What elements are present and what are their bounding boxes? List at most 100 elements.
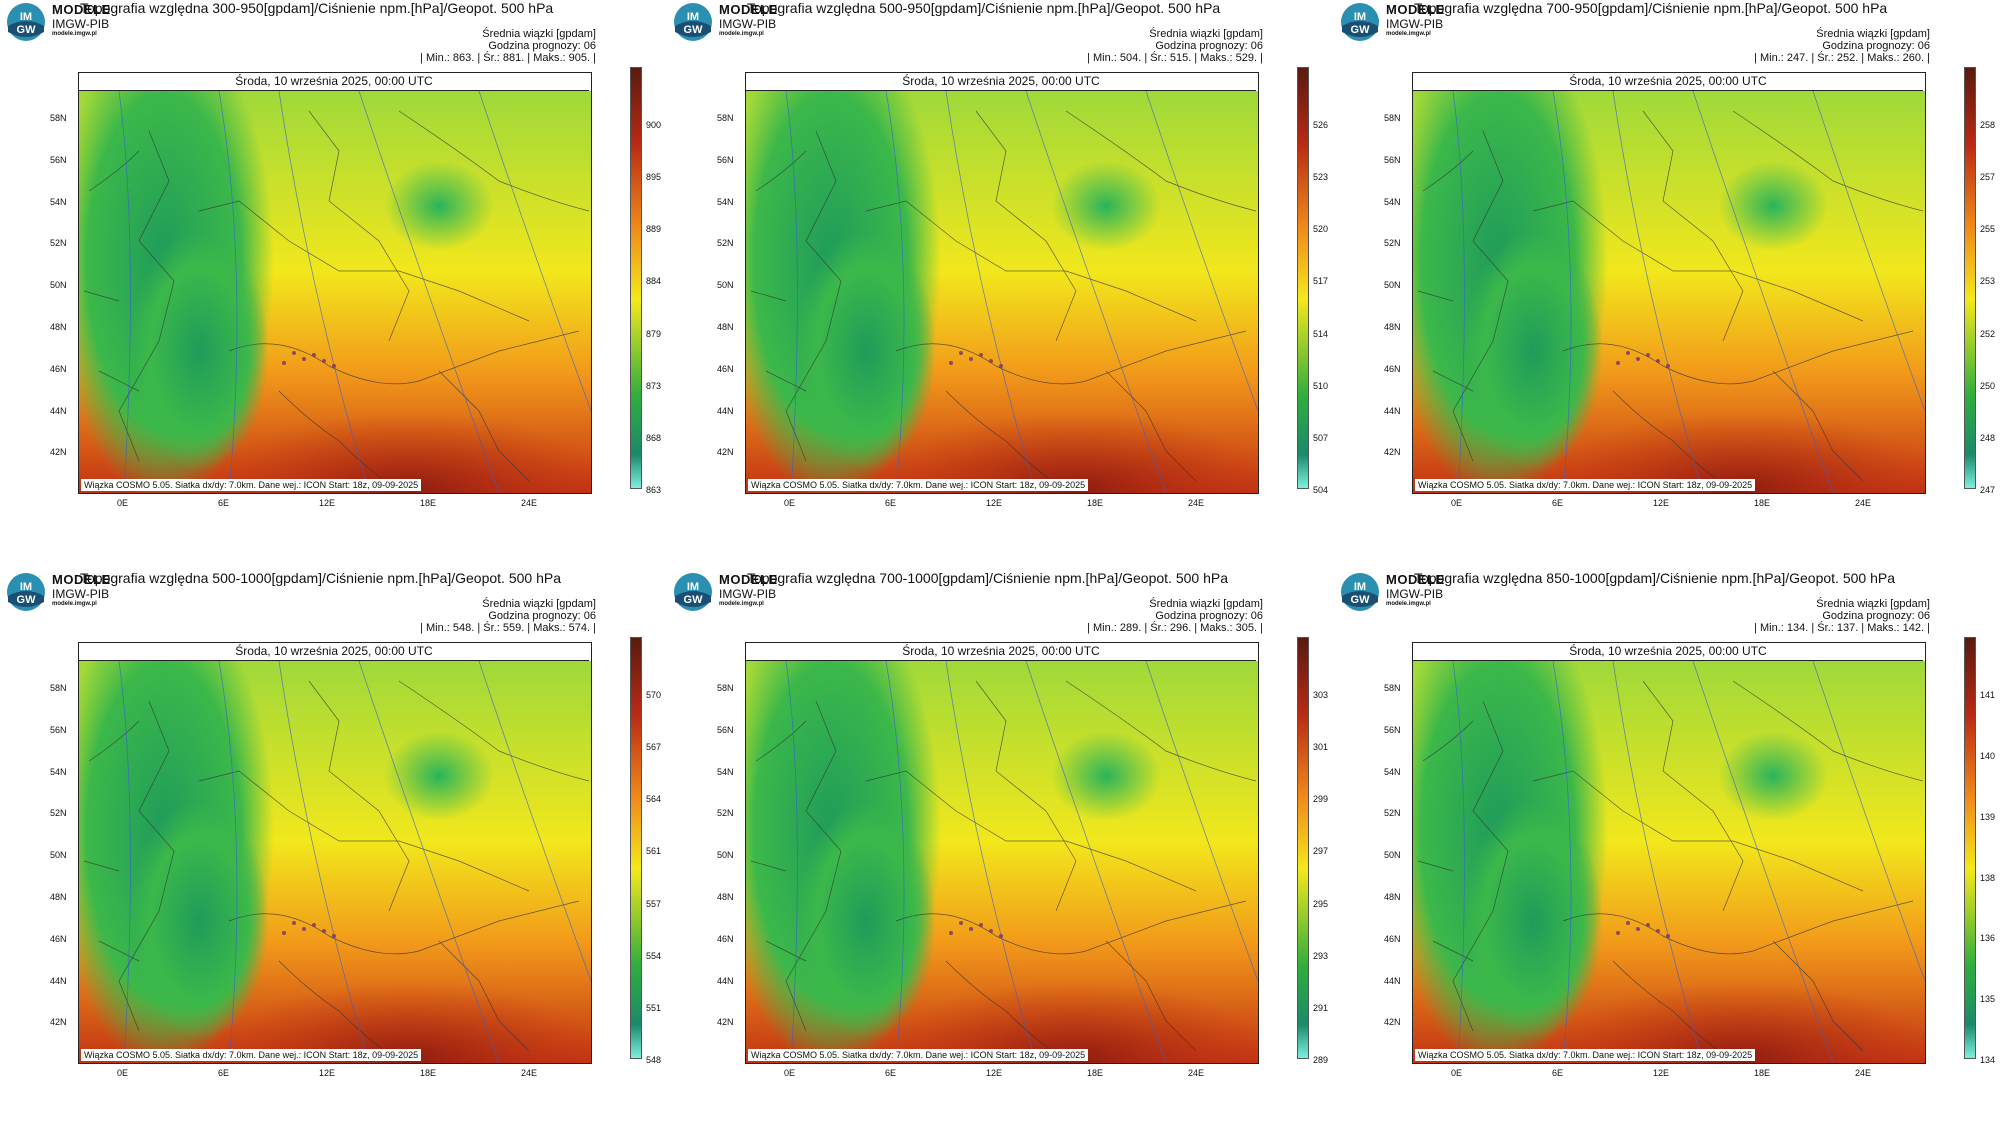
lat-label: 56N bbox=[50, 724, 67, 735]
panel-title: Topografia względna 300-950[gpdam]/Ciśni… bbox=[80, 0, 554, 16]
imgw-logo-icon: IM GW bbox=[7, 3, 45, 41]
lat-label: 46N bbox=[717, 363, 734, 374]
brand-name: MODELE bbox=[1386, 2, 1445, 17]
colorbar-label: 863 bbox=[646, 485, 662, 495]
colorbar-label: 291 bbox=[1313, 1002, 1329, 1013]
stats-line: | Min.: 289. | Śr.: 296. | Maks.: 305. | bbox=[1087, 622, 1263, 634]
imgw-logo-icon: IM GW bbox=[1341, 3, 1379, 41]
lon-label: 18E bbox=[420, 498, 437, 508]
map-field bbox=[79, 661, 591, 1063]
colorbar-label: 289 bbox=[1313, 1055, 1329, 1065]
colorbar-label: 879 bbox=[646, 328, 662, 339]
colorbar-label: 526 bbox=[1313, 120, 1329, 130]
colorbar-label: 139 bbox=[1980, 811, 1996, 822]
lat-label: 58N bbox=[717, 683, 734, 693]
lat-label: 56N bbox=[1384, 724, 1401, 735]
colorbar bbox=[1964, 67, 1976, 489]
brand-name: MODELE bbox=[1386, 572, 1445, 587]
colorbar-label: 514 bbox=[1313, 328, 1329, 339]
map-frame: Środa, 10 września 2025, 00:00 UTC bbox=[745, 642, 1259, 1064]
lat-label: 46N bbox=[50, 933, 67, 944]
lat-label: 42N bbox=[717, 447, 734, 458]
panel-title: Topografia względna 700-950[gpdam]/Ciśni… bbox=[1414, 0, 1888, 16]
forecast-hour: Godzina prognozy: 06 bbox=[1822, 610, 1930, 622]
colorbar bbox=[1297, 637, 1309, 1059]
stats-line: | Min.: 247. | Śr.: 252. | Maks.: 260. | bbox=[1754, 52, 1930, 64]
map-footer: Wiązka COSMO 5.05. Siatka dx/dy: 7.0km. … bbox=[748, 1049, 1089, 1061]
svg-text:GW: GW bbox=[684, 594, 704, 606]
lon-label: 12E bbox=[986, 1068, 1003, 1078]
colorbar-label: 247 bbox=[1980, 485, 1996, 495]
forecast-panel-1: IM GW MODELE IMGW-PIB modele.imgw.pl Top… bbox=[0, 0, 666, 560]
colorbar-label: 252 bbox=[1980, 328, 1996, 339]
lat-label: 42N bbox=[717, 1017, 734, 1028]
lat-label: 48N bbox=[1384, 322, 1401, 332]
map-date: Środa, 10 września 2025, 00:00 UTC bbox=[79, 73, 589, 91]
lat-label: 58N bbox=[50, 113, 67, 123]
lat-label: 54N bbox=[717, 196, 734, 207]
lat-label: 50N bbox=[50, 280, 67, 291]
svg-text:GW: GW bbox=[1351, 24, 1371, 36]
lat-label: 42N bbox=[1384, 447, 1401, 458]
panel-title: Topografia względna 500-950[gpdam]/Ciśni… bbox=[747, 0, 1221, 16]
imgw-logo-icon: IM GW bbox=[674, 3, 712, 41]
brand-org: IMGW-PIB bbox=[719, 17, 777, 31]
lat-label: 46N bbox=[50, 363, 67, 374]
colorbar-label: 253 bbox=[1980, 276, 1996, 287]
panel-title: Topografia względna 700-1000[gpdam]/Ciśn… bbox=[747, 570, 1228, 586]
lat-label: 48N bbox=[717, 892, 734, 902]
map-field bbox=[1413, 91, 1925, 493]
lat-label: 44N bbox=[50, 975, 67, 986]
forecast-panel-6: IM GW MODELE IMGW-PIB modele.imgw.pl Top… bbox=[1334, 570, 2000, 1130]
lon-label: 24E bbox=[1855, 1068, 1872, 1078]
forecast-hour: Godzina prognozy: 06 bbox=[1155, 610, 1263, 622]
map-field bbox=[1413, 661, 1925, 1063]
panel-info: Średnia wiązki [gpdam] Godzina prognozy:… bbox=[420, 598, 596, 634]
lon-label: 24E bbox=[1188, 1068, 1205, 1078]
lat-label: 56N bbox=[717, 154, 734, 165]
lat-label: 58N bbox=[717, 113, 734, 123]
lon-label: 6E bbox=[885, 1068, 897, 1078]
lon-label: 12E bbox=[319, 1068, 336, 1078]
brand-org: IMGW-PIB bbox=[52, 17, 110, 31]
lat-label: 58N bbox=[50, 683, 67, 693]
map-date: Środa, 10 września 2025, 00:00 UTC bbox=[1413, 73, 1923, 91]
lat-label: 42N bbox=[1384, 1017, 1401, 1028]
brand-site: modele.imgw.pl bbox=[719, 31, 764, 37]
colorbar-label: 293 bbox=[1313, 950, 1329, 961]
colorbar-label: 299 bbox=[1313, 794, 1329, 805]
imgw-logo-icon: IM GW bbox=[1341, 573, 1379, 611]
lat-label: 54N bbox=[50, 766, 67, 777]
panel-info: Średnia wiązki [gpdam] Godzina prognozy:… bbox=[420, 28, 596, 64]
map-frame: Środa, 10 września 2025, 00:00 UTC bbox=[1412, 642, 1926, 1064]
colorbar-label: 250 bbox=[1980, 380, 1996, 391]
lon-label: 6E bbox=[1552, 1068, 1564, 1078]
lon-label: 12E bbox=[1653, 498, 1670, 508]
map-frame: Środa, 10 września 2025, 00:00 UTC bbox=[78, 642, 592, 1064]
lat-label: 50N bbox=[50, 850, 67, 861]
lat-label: 44N bbox=[717, 975, 734, 986]
colorbar-label: 561 bbox=[646, 846, 662, 857]
colorbar-label: 551 bbox=[646, 1002, 662, 1013]
lat-label: 52N bbox=[717, 808, 734, 819]
colorbar-label: 900 bbox=[646, 120, 662, 130]
subtitle: Średnia wiązki [gpdam] bbox=[1816, 598, 1930, 610]
colorbar-label: 135 bbox=[1980, 994, 1996, 1005]
map-field bbox=[746, 661, 1258, 1063]
lat-label: 52N bbox=[50, 808, 67, 819]
imgw-logo-icon: IM GW bbox=[7, 573, 45, 611]
map-field bbox=[79, 91, 591, 493]
colorbar-label: 140 bbox=[1980, 750, 1996, 761]
colorbar-label: 520 bbox=[1313, 224, 1329, 235]
forecast-hour: Godzina prognozy: 06 bbox=[488, 610, 596, 622]
forecast-panel-2: IM GW MODELE IMGW-PIB modele.imgw.pl Top… bbox=[667, 0, 1333, 560]
brand-site: modele.imgw.pl bbox=[1386, 31, 1431, 37]
subtitle: Średnia wiązki [gpdam] bbox=[482, 28, 596, 40]
stats-line: | Min.: 504. | Śr.: 515. | Maks.: 529. | bbox=[1087, 52, 1263, 64]
colorbar-label: 517 bbox=[1313, 276, 1329, 287]
lat-label: 48N bbox=[1384, 892, 1401, 902]
brand-site: modele.imgw.pl bbox=[719, 601, 764, 607]
lat-label: 42N bbox=[50, 447, 67, 458]
lon-label: 18E bbox=[1087, 1068, 1104, 1078]
forecast-panel-5: IM GW MODELE IMGW-PIB modele.imgw.pl Top… bbox=[667, 570, 1333, 1130]
